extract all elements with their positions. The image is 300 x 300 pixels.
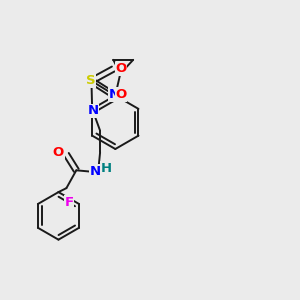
Text: S: S <box>85 74 95 87</box>
Text: N: N <box>90 165 101 178</box>
Text: H: H <box>100 162 112 175</box>
Text: O: O <box>116 88 127 101</box>
Text: O: O <box>116 62 127 76</box>
Text: N: N <box>88 104 99 117</box>
Text: O: O <box>53 146 64 159</box>
Text: F: F <box>64 196 74 208</box>
Text: N: N <box>109 88 120 101</box>
